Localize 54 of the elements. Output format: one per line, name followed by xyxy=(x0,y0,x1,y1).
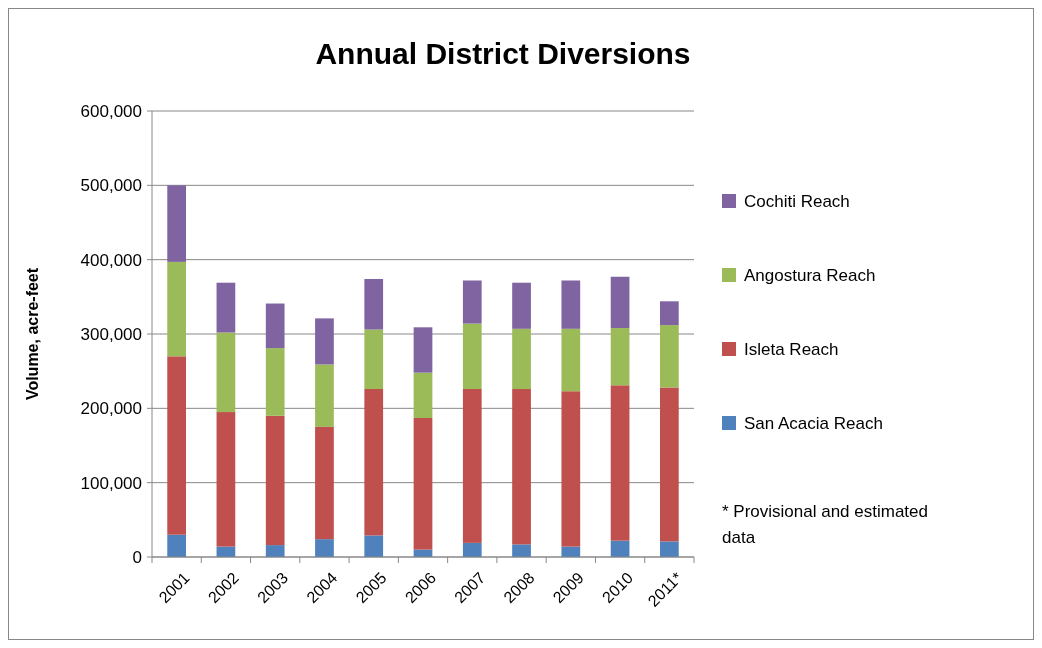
y-tick-label: 300,000 xyxy=(80,324,142,344)
bar xyxy=(216,332,236,413)
bar xyxy=(364,329,384,390)
bar xyxy=(364,389,384,536)
bar xyxy=(660,301,679,326)
y-tick-label: 200,000 xyxy=(80,399,142,419)
bar xyxy=(167,261,186,357)
bar xyxy=(660,387,679,542)
bar xyxy=(561,280,581,329)
bar xyxy=(462,280,482,324)
bar xyxy=(167,356,186,535)
legend-label: Cochiti Reach xyxy=(744,191,850,211)
bar xyxy=(216,412,236,547)
bar xyxy=(315,318,334,365)
y-tick-label: 600,000 xyxy=(80,101,142,121)
bar xyxy=(315,364,334,427)
bar xyxy=(364,278,384,330)
text: * Provisional and estimated data xyxy=(722,502,929,547)
bar xyxy=(512,544,531,557)
bar xyxy=(315,539,334,557)
bar xyxy=(660,325,679,388)
bar xyxy=(660,541,679,557)
bar xyxy=(364,535,384,557)
y-tick-label: 0 xyxy=(132,547,142,567)
bar xyxy=(462,389,482,543)
bar xyxy=(512,389,531,545)
chart-title: Annual District Diversions xyxy=(315,37,691,70)
bar xyxy=(610,328,630,386)
bar xyxy=(216,282,236,333)
bar xyxy=(265,545,285,557)
bar xyxy=(561,328,581,392)
bar xyxy=(413,372,433,418)
bar xyxy=(265,415,285,546)
bar xyxy=(610,385,630,541)
bar xyxy=(561,391,581,547)
legend-label: San Acacia Reach xyxy=(744,413,883,433)
bar xyxy=(167,534,186,557)
bar xyxy=(512,282,531,329)
bar xyxy=(167,185,186,262)
bar xyxy=(462,323,482,390)
legend-label: Angostura Reach xyxy=(744,265,876,285)
y-tick-label: 400,000 xyxy=(80,250,142,270)
bar xyxy=(265,348,285,416)
bar xyxy=(265,303,285,349)
bar xyxy=(462,542,482,557)
bar xyxy=(413,418,433,550)
y-tick-label: 100,000 xyxy=(80,473,142,493)
bar xyxy=(610,276,630,329)
y-axis-title: Volume, acre-feet xyxy=(24,267,41,401)
y-tick-label: 500,000 xyxy=(80,176,142,196)
bar xyxy=(413,327,433,373)
bar xyxy=(512,328,531,390)
bar xyxy=(315,426,334,540)
legend-label: Isleta Reach xyxy=(744,339,839,359)
